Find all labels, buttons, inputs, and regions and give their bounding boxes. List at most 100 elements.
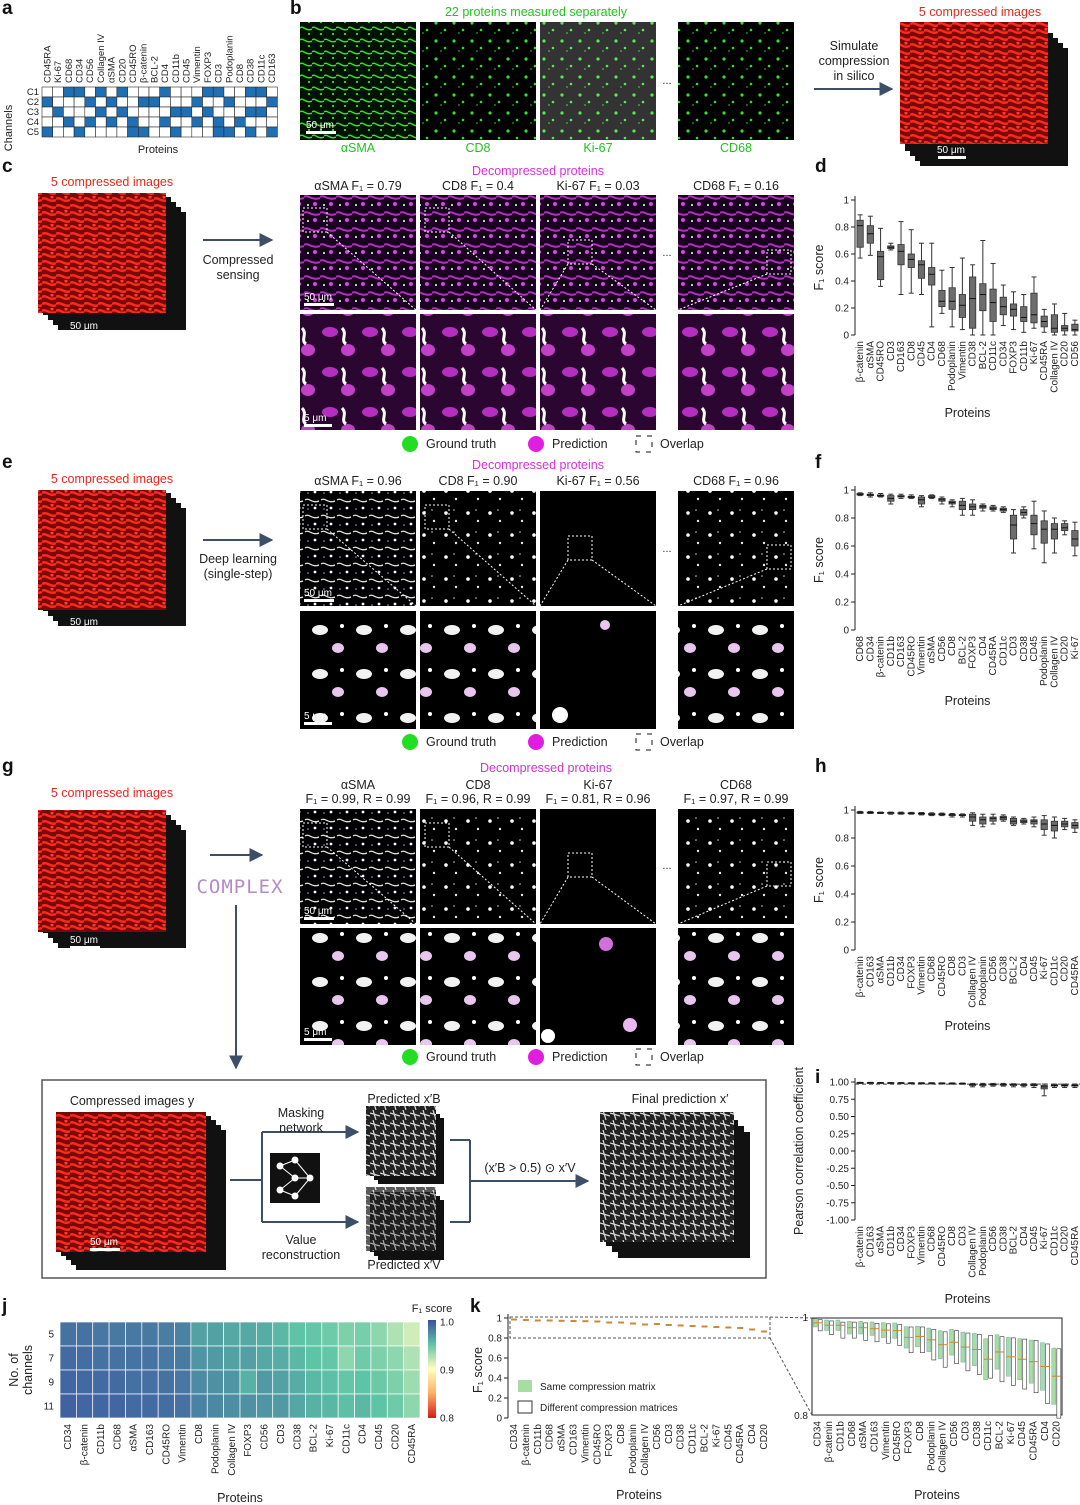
box-different [988, 1335, 993, 1379]
heatmap-cell [206, 1321, 224, 1347]
col-label-cd8: CD8 F₁ = 0.90 [439, 474, 518, 488]
x-tick-label: CD20 [390, 1424, 401, 1450]
matrix-cell [41, 86, 53, 98]
matrix-cell [202, 86, 214, 98]
x-tick-label: CD3 [276, 1424, 287, 1444]
matrix-cell [73, 126, 86, 138]
inset-x-tick-label: CD8 [915, 1421, 926, 1441]
col-label-cd68: CD68 F₁ = 0.16 [693, 179, 779, 193]
inset-x-tick-label: CD4 [1040, 1421, 1051, 1441]
x-tick-label: CD34 [865, 636, 876, 662]
matrix-cell [52, 106, 64, 118]
x-tick-label: BCL-2 [309, 1424, 320, 1453]
x-tick-label: CD3 [886, 341, 897, 361]
heatmap-cell [256, 1393, 274, 1419]
heatmap-cell [321, 1345, 339, 1371]
matrix-cell [116, 106, 128, 118]
protein-label: Podoplanin [224, 35, 235, 83]
heatmap-cell [141, 1321, 159, 1347]
x-tick-label: β-catenin [855, 956, 866, 997]
box [1061, 523, 1069, 531]
colorbar-tick-label: 1.0 [440, 1318, 454, 1329]
x-axis-label: Proteins [945, 406, 991, 420]
median-mark [761, 1330, 768, 1333]
matrix-cell [159, 116, 171, 128]
panel-g-legend: Ground truth Prediction Overlap [402, 1048, 704, 1066]
x-tick-label: Collagen IV [968, 1226, 979, 1278]
x-tick-label: Ki-67 [1029, 341, 1040, 365]
x-tick-label: CD38 [1019, 636, 1030, 662]
col-label-ki67: Ki-67 F₁ = 0.03 [556, 179, 639, 193]
matrix-cell [95, 126, 107, 138]
heatmap-cell [125, 1321, 143, 1347]
label-cd8: CD8 [465, 141, 490, 155]
matrix-cell [191, 86, 203, 98]
x-tick-label: CD45 [1029, 1226, 1040, 1252]
legend-ground-truth: Ground truth [426, 1050, 496, 1064]
y-tick-label: 0 [496, 1414, 502, 1425]
matrix-cell [245, 86, 257, 98]
y-axis-label: Pearson correlation coefficient [792, 1067, 806, 1235]
box-different [897, 1324, 903, 1346]
heatmap-cell [108, 1393, 126, 1419]
final-prediction-stack [600, 1112, 750, 1258]
box [999, 296, 1007, 316]
median-mark [630, 1322, 637, 1325]
chart-j: 5 7 9 11 CD34 β-catenin CD11b CD68 αSMA CD163 CD45… [7, 1303, 454, 1505]
matrix-cell [266, 86, 278, 98]
ellipsis: ... [662, 75, 671, 87]
inset-x-tick-label: FOXP3 [904, 1421, 915, 1454]
matrix-cell [148, 106, 160, 118]
matrix-cell [41, 106, 53, 118]
box [1040, 520, 1048, 544]
x-tick-label: CD56 [937, 636, 948, 662]
matrix-cell [148, 126, 160, 138]
median-mark [522, 1319, 529, 1321]
matrix-cell [245, 106, 257, 118]
x-tick-label: CD56 [260, 1424, 271, 1450]
heatmap-cell [108, 1345, 126, 1371]
final-prediction-label: Final prediction x′ [632, 1092, 729, 1106]
heatmap-cell [92, 1369, 110, 1395]
matrix-cell [138, 86, 150, 98]
heatmap-cell [206, 1369, 224, 1395]
y-tick-label: 0.2 [488, 1394, 502, 1405]
col-name-cd8: CD8 [465, 778, 490, 792]
inset-x-tick-label: CD20 [1051, 1421, 1062, 1447]
ellipsis: ... [662, 247, 671, 259]
protein-label: CD163 [267, 53, 278, 83]
panel-c-title: Decompressed proteins [472, 164, 604, 178]
legend-overlap: Overlap [660, 437, 704, 451]
inset-x-tick-label: CD34 [813, 1421, 824, 1447]
box [989, 288, 997, 322]
x-tick-label: β-catenin [876, 636, 887, 677]
ellipsis: ... [662, 543, 671, 555]
overlap-swatch [635, 733, 653, 751]
x-tick-label: β-catenin [855, 341, 866, 382]
simulate-line-2: compression [819, 54, 890, 68]
scale-bar-bottom [304, 424, 332, 427]
y-tick-label: 0.6 [488, 1354, 502, 1365]
value-line-1: Value [285, 1233, 316, 1247]
simulate-line-3: in silico [834, 69, 875, 83]
matrix-cell [138, 106, 150, 118]
y-tick-label: 0 [843, 946, 849, 957]
panel-a-matrix-grid [41, 86, 278, 138]
scale-label: 50 μm [306, 120, 334, 131]
protein-label: CD45RO [128, 44, 139, 83]
panel-letter-e: e [2, 452, 13, 473]
x-axis-label: Proteins [217, 1491, 263, 1505]
x-tick-label: CD4 [358, 1424, 369, 1444]
inset-x-tick-label: CD45 [1017, 1421, 1028, 1447]
matrix-cell [255, 106, 267, 118]
prediction-swatch [528, 436, 544, 452]
x-tick-label: Vimentin [957, 341, 968, 380]
heatmap-cell [76, 1321, 94, 1347]
ellipsis: ... [662, 860, 671, 872]
panel-letter-h: h [815, 756, 827, 777]
panel-letter-k: k [470, 1296, 481, 1317]
inset-x-tick-label: BCL-2 [995, 1421, 1006, 1450]
panel-c-legend: Ground truth Prediction Overlap [402, 435, 704, 453]
x-tick-label: Ki-67 [325, 1424, 336, 1448]
legend-overlap: Overlap [660, 1050, 704, 1064]
